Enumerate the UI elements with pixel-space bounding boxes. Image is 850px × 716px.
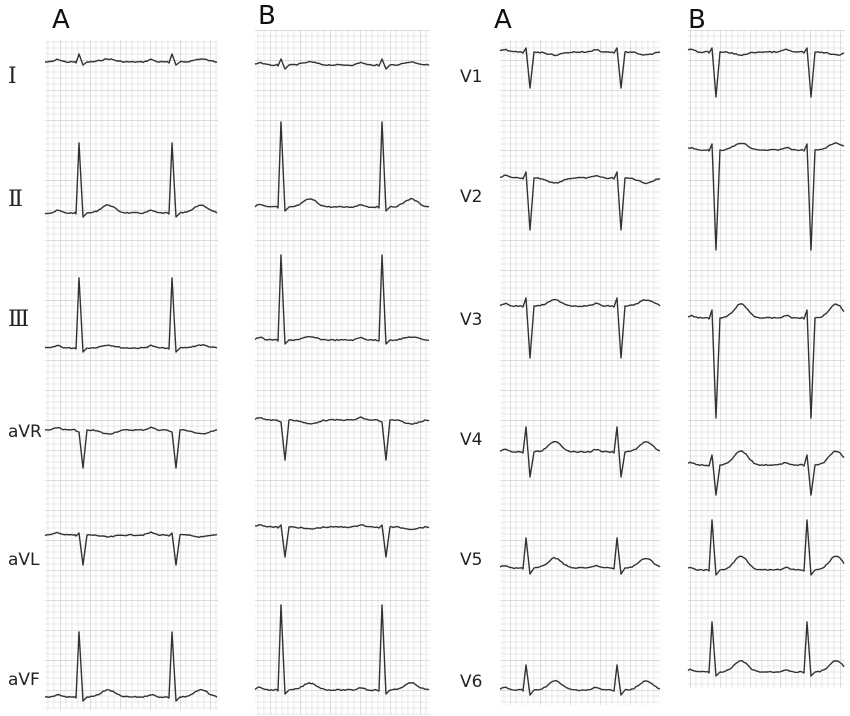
traces (44, 47, 845, 702)
ecg-trace (687, 303, 845, 419)
ecg-trace (44, 531, 218, 566)
ecg-strip (255, 30, 430, 715)
ecg-trace (44, 631, 218, 702)
lead-label: V4 (460, 430, 482, 450)
lead-label: aVL (8, 550, 40, 570)
ecg-strip (688, 30, 845, 688)
ecg-trace (687, 142, 845, 251)
ecg-trace (254, 416, 430, 461)
lead-label: V3 (460, 310, 482, 330)
column-header: B (688, 5, 706, 35)
ecg-trace (254, 121, 430, 212)
ecg-trace (687, 450, 845, 496)
column-header: B (258, 1, 276, 31)
ecg-trace (499, 537, 661, 575)
ecg-trace (687, 621, 845, 677)
ecg-trace (499, 297, 661, 359)
ecg-trace (687, 47, 845, 98)
ecg-trace (44, 426, 218, 469)
ecg-trace (499, 171, 661, 231)
ecg-trace (44, 53, 218, 66)
lead-label: Ⅰ (8, 64, 17, 89)
ecg-trace (254, 58, 430, 70)
ecg-trace (499, 426, 661, 478)
ecg-trace (499, 47, 661, 89)
lead-label: Ⅲ (8, 307, 29, 332)
lead-label: aVR (8, 422, 42, 442)
ecg-trace (254, 254, 429, 345)
lead-label: aVF (8, 670, 40, 690)
ecg-trace (44, 142, 218, 218)
ecg-strip (45, 40, 218, 710)
lead-label: V1 (460, 67, 482, 87)
ecg-trace (45, 277, 218, 353)
lead-label: V6 (460, 672, 482, 692)
column-header: A (52, 5, 70, 35)
lead-label: Ⅱ (8, 187, 23, 212)
column-header: A (494, 5, 512, 35)
lead-label: V2 (460, 187, 482, 207)
ecg-trace (254, 524, 430, 558)
lead-label: V5 (460, 550, 482, 570)
ecg-trace (687, 519, 845, 576)
ecg-trace (254, 604, 430, 695)
ecg-strip (500, 40, 660, 705)
ecg-trace (499, 664, 661, 696)
